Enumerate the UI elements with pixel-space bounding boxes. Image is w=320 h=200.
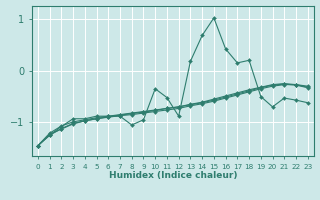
X-axis label: Humidex (Indice chaleur): Humidex (Indice chaleur)	[108, 171, 237, 180]
